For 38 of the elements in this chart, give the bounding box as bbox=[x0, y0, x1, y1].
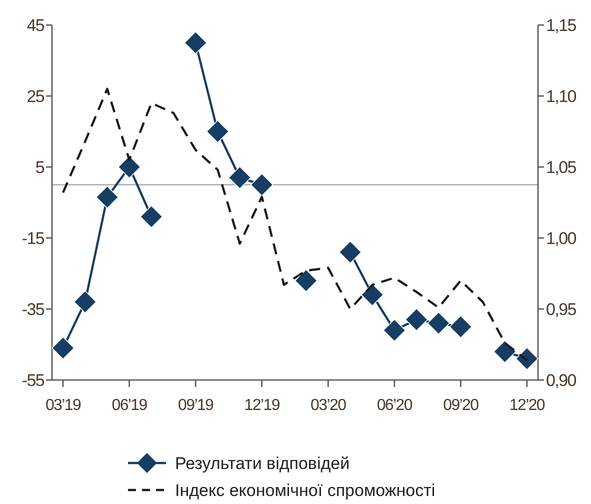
point bbox=[338, 240, 362, 264]
point bbox=[184, 31, 207, 54]
point bbox=[516, 347, 538, 370]
y2-tick-label: 0,90 bbox=[546, 370, 576, 390]
y-tick-label: 25 bbox=[26, 86, 44, 106]
y2-tick-label: 1,00 bbox=[546, 228, 576, 248]
point bbox=[493, 340, 516, 363]
point bbox=[449, 315, 472, 338]
y-tick-label: 5 bbox=[35, 158, 44, 177]
y2-tick-label: 0,95 bbox=[546, 300, 576, 319]
x-tick-label: 03’20 bbox=[310, 397, 347, 414]
x-tick-label: 06’20 bbox=[376, 397, 413, 414]
x-tick-label: 03’19 bbox=[45, 397, 82, 414]
x-tick-label: 12’20 bbox=[509, 397, 546, 414]
point bbox=[294, 269, 318, 292]
point bbox=[383, 318, 406, 342]
point bbox=[140, 205, 163, 228]
y-tick-label: 45 bbox=[26, 16, 44, 35]
point bbox=[206, 120, 230, 143]
point bbox=[405, 308, 428, 332]
x-tick-label: 09’20 bbox=[443, 397, 480, 414]
y2-tick-label: 1,15 bbox=[546, 16, 576, 35]
point bbox=[427, 312, 450, 335]
y-tick-label: -55 bbox=[22, 370, 44, 390]
point bbox=[52, 336, 74, 360]
point bbox=[228, 166, 252, 190]
point bbox=[250, 173, 274, 196]
point bbox=[74, 290, 97, 314]
legend-label: Результати відповідей bbox=[175, 454, 350, 473]
x-tick-label: 09’19 bbox=[178, 397, 214, 414]
y-tick-label: -35 bbox=[22, 300, 44, 319]
y2-tick-label: 1,10 bbox=[546, 86, 576, 106]
x-tick-label: 12’19 bbox=[244, 397, 280, 414]
y-tick-label: -15 bbox=[22, 228, 44, 248]
point bbox=[96, 186, 119, 209]
y2-tick-label: 1,05 bbox=[546, 158, 576, 177]
x-tick-label: 06’19 bbox=[112, 397, 148, 414]
legend-label: Індекс економічної спроможності bbox=[175, 480, 436, 500]
